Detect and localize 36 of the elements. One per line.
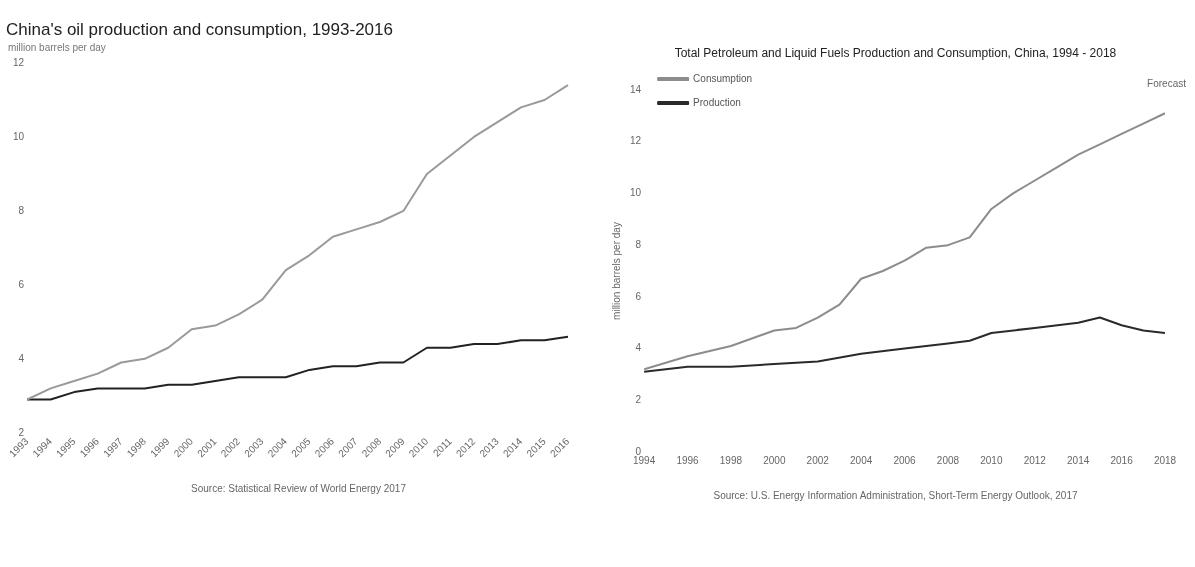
chart-subtitle: million barrels per day	[8, 42, 107, 53]
y-tick-label: 6	[18, 278, 25, 290]
x-tick-label: 1996	[676, 454, 700, 466]
chart-title: China's oil production and consumption, 1993-2016	[6, 20, 394, 40]
y-tick-label: 10	[630, 187, 642, 199]
x-tick-label: 2012	[1023, 454, 1047, 466]
legend-label: Consumption	[693, 72, 753, 84]
y-tick-label: 0	[635, 445, 642, 457]
y-tick-label: 2	[18, 426, 25, 438]
y-tick-label: 8	[635, 238, 642, 250]
y-tick-label: 14	[630, 83, 642, 95]
y-tick-label: 2	[635, 394, 642, 406]
y-tick-label: 8	[18, 204, 25, 216]
chart-title: Total Petroleum and Liquid Fuels Production and Consumption, China, 1994 - 2018	[673, 46, 1118, 60]
x-tick-label: 2010	[980, 454, 1003, 466]
x-tick-label: 2016	[1110, 454, 1134, 466]
legend-label: Production	[693, 96, 741, 108]
y-tick-label: 10	[13, 130, 25, 142]
source-note: Source: U.S. Energy Information Administration, Short-Term Energy Outlook, 2017	[712, 490, 1079, 501]
x-tick-label: 2002	[806, 454, 830, 466]
y-tick-label: 12	[13, 56, 25, 68]
y-tick-label: 4	[635, 342, 642, 354]
x-tick-label: 1994	[633, 454, 656, 466]
x-tick-label: 2000	[763, 454, 786, 466]
x-tick-label: 2014	[1067, 454, 1090, 466]
y-tick-label: 4	[18, 352, 25, 364]
x-tick-label: 2018	[1153, 454, 1177, 466]
text: Forecast	[1147, 78, 1186, 89]
y-axis-title: million barrels per day	[610, 222, 622, 320]
x-tick-label: 2006	[893, 454, 917, 466]
x-tick-label: 2008	[936, 454, 960, 466]
x-tick-label: 1998	[719, 454, 743, 466]
source-note: Source: Statistical Review of World Energy 2017	[190, 483, 407, 494]
y-tick-label: 12	[630, 135, 642, 147]
x-tick-label: 2004	[850, 454, 873, 466]
y-tick-label: 6	[635, 290, 642, 302]
